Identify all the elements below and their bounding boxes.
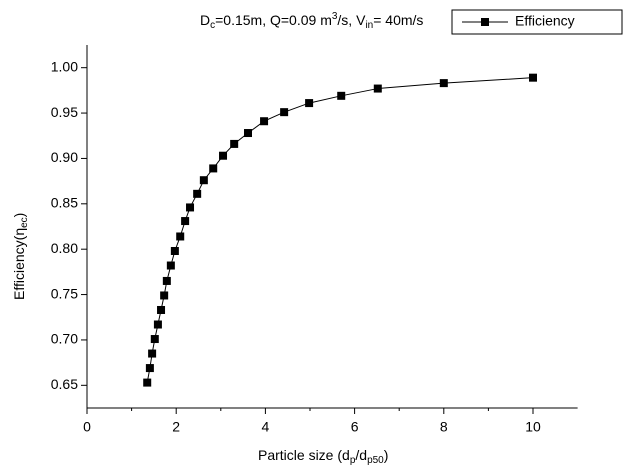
marker <box>209 164 218 173</box>
y-axis-label: Efficiency(ηec) <box>11 213 30 300</box>
y-tick-label: 0.75 <box>51 285 78 301</box>
marker <box>305 99 314 108</box>
x-tick-label: 4 <box>262 419 270 435</box>
marker <box>280 108 289 117</box>
marker <box>148 349 157 358</box>
marker <box>337 91 346 100</box>
y-tick-label: 0.95 <box>51 104 78 120</box>
marker <box>176 232 185 241</box>
marker <box>373 84 382 93</box>
y-tick-label: 0.70 <box>51 331 78 347</box>
label-sub: ec <box>19 217 30 228</box>
y-tick-label: 0.65 <box>51 376 78 392</box>
title-sup: 3 <box>332 11 338 22</box>
title-sub: in <box>365 20 373 31</box>
label-part: ) <box>11 213 27 218</box>
title-part: = 40m/s <box>373 12 423 28</box>
y-tick-label: 0.85 <box>51 195 78 211</box>
marker <box>219 151 228 160</box>
marker <box>157 305 166 314</box>
marker <box>244 129 253 138</box>
marker <box>153 320 162 329</box>
label-part: Particle size (d <box>258 447 350 463</box>
x-tick-label: 8 <box>440 419 448 435</box>
marker <box>162 276 171 285</box>
label-part: /d <box>355 447 367 463</box>
marker <box>230 139 239 148</box>
y-tick-label: 0.90 <box>51 149 78 165</box>
marker <box>160 291 169 300</box>
x-axis-label: Particle size (dp/dp50) <box>258 447 388 466</box>
series-line <box>146 77 534 383</box>
marker <box>170 247 179 256</box>
y-tick-label: 1.00 <box>51 58 78 74</box>
label-part: ) <box>384 447 389 463</box>
x-tick-label: 2 <box>172 419 180 435</box>
marker <box>260 117 269 126</box>
title-sub: c <box>210 20 215 31</box>
marker <box>199 176 208 185</box>
x-tick-label: 6 <box>351 419 359 435</box>
legend-marker <box>481 18 489 26</box>
x-tick-label: 0 <box>83 419 91 435</box>
legend-box <box>451 9 623 35</box>
marker <box>529 73 537 82</box>
label-sub: p <box>350 455 356 466</box>
marker <box>193 189 202 198</box>
y-tick-label: 0.80 <box>51 240 78 256</box>
marker <box>145 364 154 373</box>
legend-label: Efficiency <box>515 13 575 29</box>
title-part: /s, V <box>337 12 366 28</box>
x-tick-label: 10 <box>525 419 541 435</box>
title-part: =0.15m, Q=0.09 m <box>215 12 332 28</box>
chart-title: Dc=0.15m, Q=0.09 m3/s, Vin= 40m/s <box>200 11 423 31</box>
label-sub: p50 <box>367 455 384 466</box>
marker <box>150 335 159 344</box>
label-part: Efficiency(η <box>11 228 27 300</box>
marker <box>439 79 448 88</box>
marker <box>166 261 175 270</box>
marker <box>143 378 152 387</box>
marker <box>181 217 190 226</box>
marker <box>186 203 195 212</box>
title-part: D <box>200 12 210 28</box>
